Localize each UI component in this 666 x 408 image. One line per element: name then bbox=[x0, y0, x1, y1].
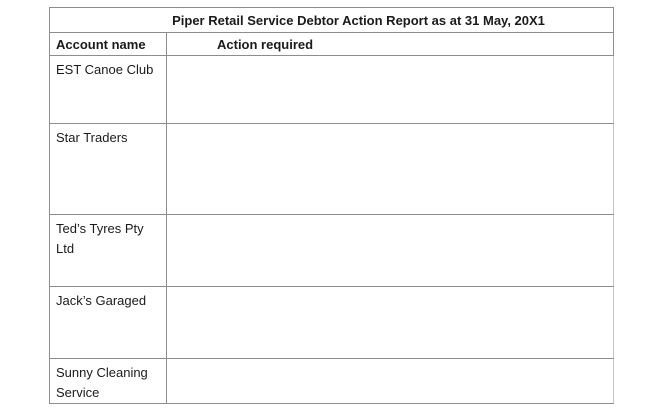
table-row: Sunny Cleaning Service bbox=[49, 358, 614, 404]
account-name-cell: Ted’s Tyres Pty Ltd bbox=[49, 214, 167, 287]
table-row: EST Canoe Club bbox=[49, 55, 614, 124]
account-name-cell: Star Traders bbox=[49, 123, 167, 215]
account-name-cell: Jack’s Garaged bbox=[49, 286, 167, 359]
action-required-cell[interactable] bbox=[166, 214, 614, 287]
table-row: Star Traders bbox=[49, 123, 614, 215]
column-header-account-name: Account name bbox=[49, 32, 167, 56]
action-required-cell[interactable] bbox=[166, 55, 614, 124]
title-row: Piper Retail Service Debtor Action Repor… bbox=[49, 7, 614, 33]
debtor-action-report-table: Piper Retail Service Debtor Action Repor… bbox=[49, 7, 614, 404]
header-row: Account name Action required bbox=[49, 32, 614, 56]
action-required-cell[interactable] bbox=[166, 286, 614, 359]
report-title: Piper Retail Service Debtor Action Repor… bbox=[49, 7, 614, 33]
account-name-cell: EST Canoe Club bbox=[49, 55, 167, 124]
action-required-cell[interactable] bbox=[166, 123, 614, 215]
table-row: Jack’s Garaged bbox=[49, 286, 614, 359]
action-required-cell[interactable] bbox=[166, 358, 614, 404]
account-name-cell: Sunny Cleaning Service bbox=[49, 358, 167, 404]
column-header-action-required: Action required bbox=[166, 32, 614, 56]
table-row: Ted’s Tyres Pty Ltd bbox=[49, 214, 614, 287]
